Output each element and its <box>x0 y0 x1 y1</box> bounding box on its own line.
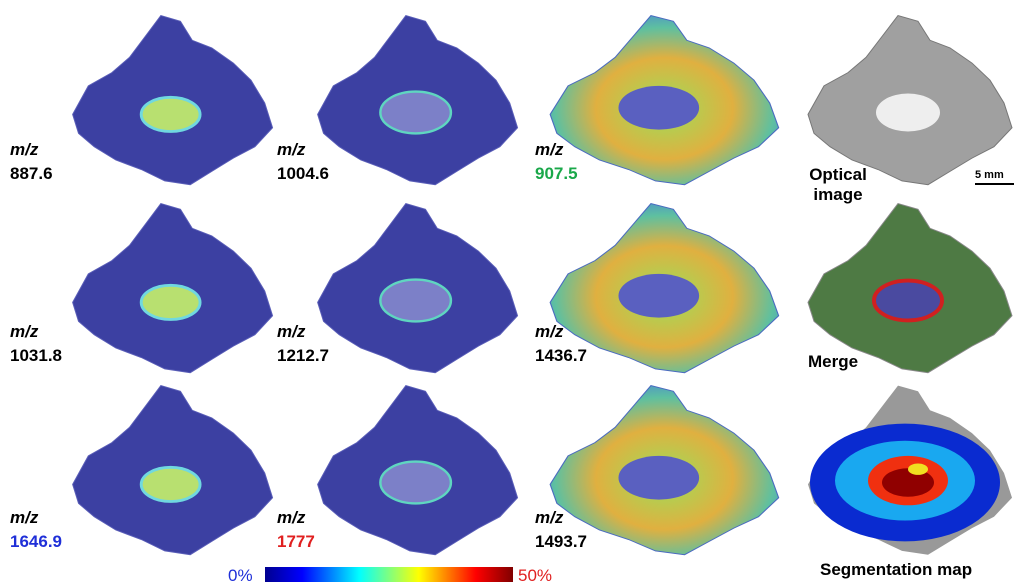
mz-value: 1493.7 <box>535 532 587 552</box>
tissue-image <box>318 386 518 555</box>
mz-label: m/z <box>535 508 563 528</box>
mz-value: 1212.7 <box>277 346 329 366</box>
tissue-image <box>73 204 273 373</box>
lesion <box>380 92 451 134</box>
lesion <box>141 97 200 131</box>
mz-label: m/z <box>10 508 38 528</box>
tissue-image <box>808 386 1012 555</box>
tissue-image <box>808 16 1012 185</box>
mz-value: 1646.9 <box>10 532 62 552</box>
colorbar-max: 50% <box>518 566 552 585</box>
tissue-image <box>318 204 518 373</box>
segment <box>908 464 928 475</box>
tissue-image <box>73 16 273 185</box>
lesion <box>618 86 699 130</box>
mz-value: 1031.8 <box>10 346 62 366</box>
optical-label: Optical image <box>808 165 868 205</box>
lesion <box>380 280 451 322</box>
scale-bar-label: 5 mm <box>975 165 1004 185</box>
tissue-image <box>550 16 778 185</box>
mz-value: 1004.6 <box>277 164 329 184</box>
mz-label: m/z <box>277 322 305 342</box>
lesion <box>874 281 942 321</box>
segmentation-label: Segmentation map <box>820 560 972 580</box>
segment <box>882 468 934 497</box>
tissue-image <box>318 16 518 185</box>
tissue-image <box>808 204 1012 373</box>
lesion <box>141 467 200 501</box>
tissue-image <box>73 386 273 555</box>
lesion <box>618 456 699 500</box>
mz-value: 1777 <box>277 532 315 552</box>
mz-label: m/z <box>277 140 305 160</box>
lesion <box>618 274 699 318</box>
mz-value: 907.5 <box>535 164 578 184</box>
lesion <box>876 94 940 132</box>
lesion <box>141 285 200 319</box>
figure-art <box>0 0 1014 585</box>
colorbar-min: 0% <box>228 566 253 585</box>
mz-label: m/z <box>10 322 38 342</box>
mz-label: m/z <box>535 322 563 342</box>
mz-label: m/z <box>535 140 563 160</box>
merge-label: Merge <box>808 352 858 372</box>
mz-label: m/z <box>10 140 38 160</box>
tissue-image <box>550 386 778 555</box>
figure: Optical image 5 mm Merge Segmentation ma… <box>0 0 1014 585</box>
mz-value: 1436.7 <box>535 346 587 366</box>
mz-value: 887.6 <box>10 164 53 184</box>
mz-label: m/z <box>277 508 305 528</box>
lesion <box>380 462 451 504</box>
colorbar <box>265 567 513 582</box>
